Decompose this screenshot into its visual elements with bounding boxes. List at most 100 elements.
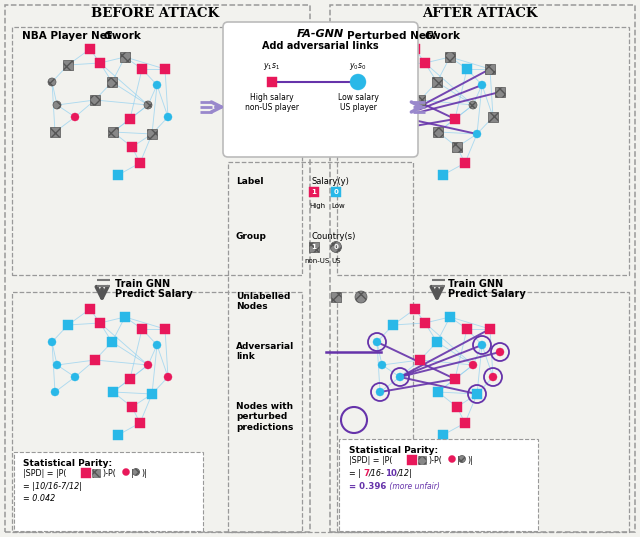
Text: US: US bbox=[331, 258, 340, 264]
Text: Group: Group bbox=[236, 232, 267, 241]
Text: G’: G’ bbox=[424, 31, 437, 41]
Bar bbox=[81, 468, 91, 477]
FancyBboxPatch shape bbox=[14, 452, 203, 531]
Bar bbox=[113, 430, 123, 440]
Text: Low: Low bbox=[331, 203, 345, 209]
Bar bbox=[485, 64, 495, 74]
Circle shape bbox=[122, 468, 129, 475]
Text: |: | bbox=[92, 469, 95, 478]
Text: Statistical Parity:: Statistical Parity: bbox=[349, 446, 438, 455]
Text: 0: 0 bbox=[333, 189, 339, 195]
Bar bbox=[137, 64, 147, 74]
Bar bbox=[331, 292, 341, 302]
Text: G: G bbox=[104, 31, 112, 41]
Bar bbox=[460, 158, 470, 168]
Text: Low salary
US player: Low salary US player bbox=[337, 93, 378, 112]
Circle shape bbox=[71, 373, 79, 381]
Text: $y_0s_0$: $y_0s_0$ bbox=[349, 61, 367, 72]
Bar bbox=[450, 114, 460, 124]
Circle shape bbox=[478, 341, 486, 349]
Circle shape bbox=[71, 113, 79, 121]
Text: Train GNN: Train GNN bbox=[448, 279, 503, 289]
Text: = |10/16-7/12|: = |10/16-7/12| bbox=[23, 482, 82, 491]
Bar bbox=[452, 402, 462, 412]
Circle shape bbox=[496, 348, 504, 356]
Text: = 0.042: = 0.042 bbox=[23, 494, 55, 503]
Circle shape bbox=[144, 361, 152, 369]
Bar bbox=[433, 387, 443, 397]
Bar bbox=[438, 170, 448, 180]
Circle shape bbox=[153, 81, 161, 89]
Circle shape bbox=[396, 373, 404, 381]
Text: $y_1s_1$: $y_1s_1$ bbox=[264, 61, 280, 72]
Bar bbox=[160, 64, 170, 74]
Bar bbox=[108, 127, 118, 137]
Text: |: | bbox=[418, 456, 420, 465]
Bar bbox=[267, 77, 277, 87]
Text: High salary
non-US player: High salary non-US player bbox=[245, 93, 299, 112]
Circle shape bbox=[144, 101, 152, 109]
Bar bbox=[450, 374, 460, 384]
Bar bbox=[485, 324, 495, 334]
Bar bbox=[445, 52, 455, 62]
Circle shape bbox=[373, 78, 381, 86]
Bar bbox=[85, 44, 95, 54]
Bar bbox=[90, 355, 100, 365]
Bar bbox=[63, 320, 73, 330]
Bar bbox=[420, 318, 430, 328]
FancyArrowPatch shape bbox=[412, 102, 421, 112]
Bar bbox=[415, 95, 425, 105]
Bar bbox=[92, 468, 100, 476]
Bar bbox=[395, 112, 405, 122]
Circle shape bbox=[469, 101, 477, 109]
Text: Nodes with
perturbed
predictions: Nodes with perturbed predictions bbox=[236, 402, 293, 432]
Bar bbox=[433, 127, 443, 137]
Text: = 0.396: = 0.396 bbox=[349, 482, 387, 491]
Text: (more unfair): (more unfair) bbox=[387, 482, 440, 491]
FancyBboxPatch shape bbox=[223, 22, 418, 157]
Bar bbox=[488, 112, 498, 122]
Text: |: | bbox=[457, 456, 460, 465]
Bar bbox=[472, 389, 482, 399]
Bar bbox=[125, 374, 135, 384]
Text: Predict Salary: Predict Salary bbox=[448, 289, 525, 299]
Text: |SPD| = |P(: |SPD| = |P( bbox=[23, 469, 67, 478]
Circle shape bbox=[373, 338, 381, 346]
Circle shape bbox=[330, 242, 342, 252]
Bar bbox=[438, 430, 448, 440]
Circle shape bbox=[51, 388, 59, 396]
Bar bbox=[120, 312, 130, 322]
Bar bbox=[309, 242, 319, 252]
Bar bbox=[331, 187, 341, 197]
Bar bbox=[420, 58, 430, 68]
Text: /16-: /16- bbox=[369, 469, 385, 478]
Bar bbox=[147, 129, 157, 139]
Text: Unlabelled
Nodes: Unlabelled Nodes bbox=[236, 292, 291, 311]
Circle shape bbox=[53, 101, 61, 109]
Bar bbox=[462, 324, 472, 334]
Circle shape bbox=[473, 130, 481, 138]
Text: 1: 1 bbox=[312, 244, 316, 250]
Text: NBA Player Network: NBA Player Network bbox=[22, 31, 145, 41]
Circle shape bbox=[48, 78, 56, 86]
Bar bbox=[309, 187, 319, 197]
Circle shape bbox=[350, 74, 366, 90]
Text: FA-GNN: FA-GNN bbox=[296, 29, 344, 39]
Bar bbox=[85, 304, 95, 314]
Text: AFTER ATTACK: AFTER ATTACK bbox=[422, 7, 538, 20]
Bar bbox=[407, 454, 417, 465]
Bar bbox=[375, 127, 385, 137]
Text: 0: 0 bbox=[333, 244, 339, 250]
Text: Adversarial
link: Adversarial link bbox=[236, 342, 294, 361]
Bar bbox=[432, 337, 442, 347]
Text: )|: )| bbox=[141, 469, 147, 478]
Text: )-P(: )-P( bbox=[102, 469, 116, 478]
Bar bbox=[432, 77, 442, 87]
FancyBboxPatch shape bbox=[339, 439, 538, 531]
Bar bbox=[388, 60, 398, 70]
Bar bbox=[462, 64, 472, 74]
Bar bbox=[95, 58, 105, 68]
Bar bbox=[410, 44, 420, 54]
Bar bbox=[107, 77, 117, 87]
Bar bbox=[120, 52, 130, 62]
